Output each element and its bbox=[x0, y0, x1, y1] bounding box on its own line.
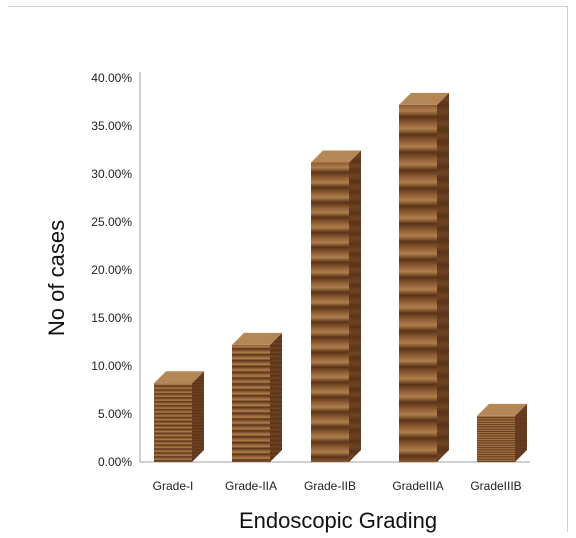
y-tick-label: 20.00% bbox=[91, 263, 132, 277]
y-tick-label: 35.00% bbox=[91, 119, 132, 133]
y-tick-label: 5.00% bbox=[98, 407, 132, 421]
bar bbox=[311, 150, 361, 463]
chart-frame bbox=[8, 6, 568, 532]
y-tick-label: 40.00% bbox=[91, 71, 132, 85]
x-category-labels: Grade-I Grade-IIA Grade-IIB GradeIIIA GradeI… bbox=[153, 479, 522, 493]
y-tick-label: 30.00% bbox=[91, 167, 132, 181]
x-category-label: GradeIIIA bbox=[392, 479, 443, 493]
x-category-label: Grade-IIA bbox=[225, 479, 277, 493]
y-tick-label: 25.00% bbox=[91, 215, 132, 229]
y-tick-label: 10.00% bbox=[91, 359, 132, 373]
y-tick-labels: 0.00% 5.00% 10.00% 15.00% 20.00% 25.00% 30.00%… bbox=[91, 71, 132, 469]
bar bbox=[154, 371, 204, 462]
bars bbox=[154, 92, 527, 463]
bar bbox=[477, 403, 527, 462]
x-category-label: Grade-IIB bbox=[304, 479, 356, 493]
y-axis-title: No of cases bbox=[44, 220, 69, 336]
x-category-label: GradeIIIB bbox=[470, 479, 521, 493]
bar bbox=[399, 92, 449, 462]
y-tick-label: 15.00% bbox=[91, 311, 132, 325]
y-tick-label: 0.00% bbox=[98, 455, 132, 469]
x-axis-title: Endoscopic Grading bbox=[239, 508, 437, 533]
x-category-label: Grade-I bbox=[153, 479, 194, 493]
bar bbox=[232, 332, 282, 462]
